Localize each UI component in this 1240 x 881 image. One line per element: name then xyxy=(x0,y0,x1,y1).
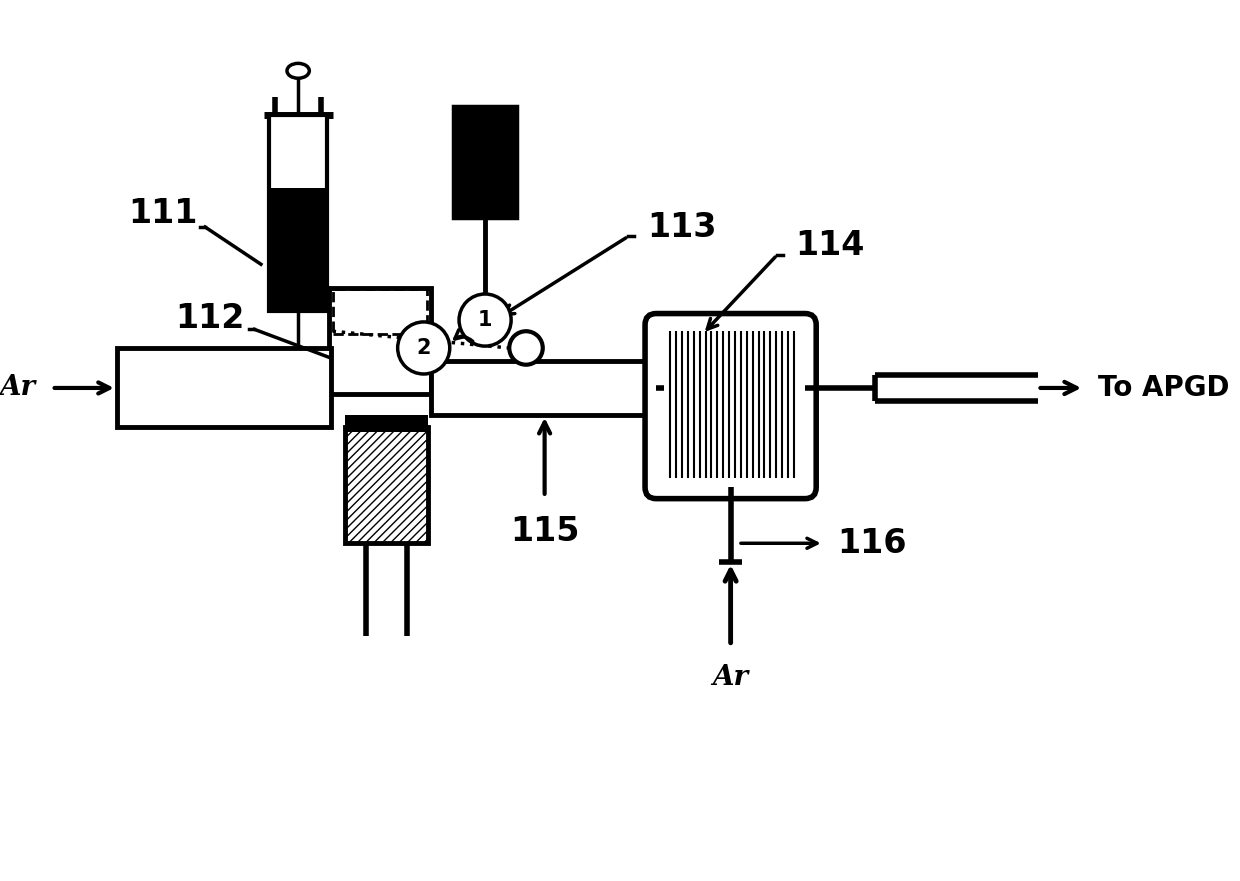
Circle shape xyxy=(459,294,511,346)
Text: 113: 113 xyxy=(647,211,717,243)
Bar xyxy=(329,287,432,395)
Text: To APGD: To APGD xyxy=(1097,374,1230,402)
Text: 115: 115 xyxy=(510,515,579,548)
Text: 116: 116 xyxy=(837,527,908,559)
Text: Ar: Ar xyxy=(0,374,35,402)
Bar xyxy=(345,427,428,544)
Ellipse shape xyxy=(286,63,309,78)
Bar xyxy=(432,361,663,415)
Circle shape xyxy=(398,322,450,374)
Text: 1: 1 xyxy=(477,310,492,330)
Text: 111: 111 xyxy=(129,196,198,230)
Text: 114: 114 xyxy=(796,229,866,263)
Bar xyxy=(272,188,325,309)
Bar xyxy=(332,289,428,334)
Circle shape xyxy=(510,331,543,365)
Text: 112: 112 xyxy=(175,301,244,335)
Text: Ar: Ar xyxy=(713,664,749,692)
Bar xyxy=(345,415,428,432)
Text: 2: 2 xyxy=(417,338,432,358)
Bar xyxy=(454,106,517,218)
Bar xyxy=(269,115,327,311)
Bar xyxy=(117,348,331,427)
FancyBboxPatch shape xyxy=(645,314,816,499)
FancyArrowPatch shape xyxy=(455,329,472,342)
